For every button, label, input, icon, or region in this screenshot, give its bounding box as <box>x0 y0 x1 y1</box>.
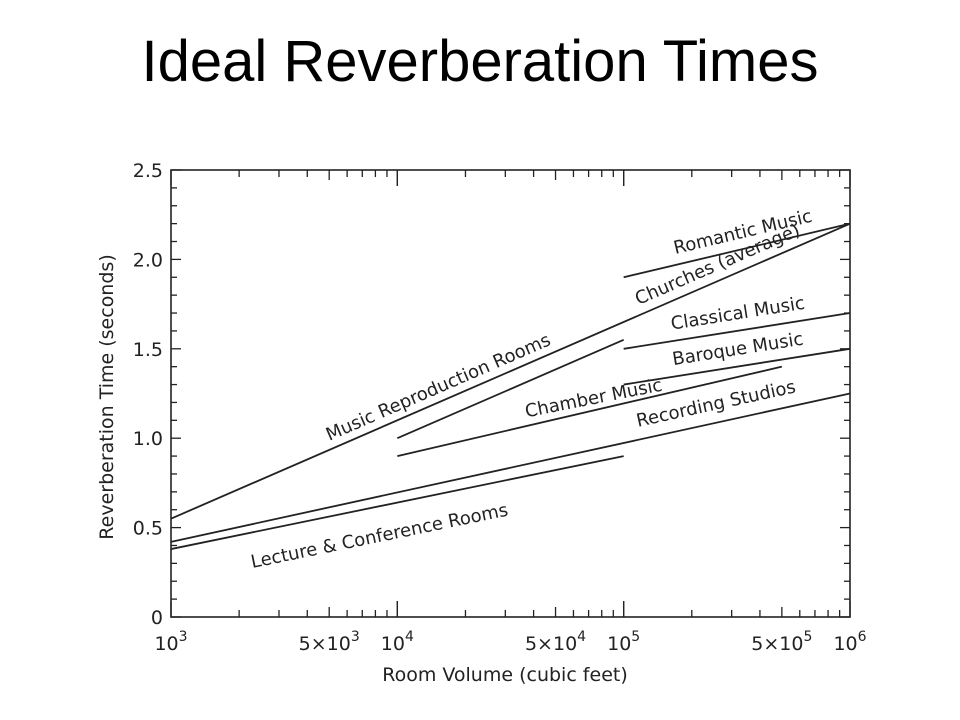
x-tick-label: 103 <box>154 629 187 655</box>
series-label: Lecture & Conference Rooms <box>249 500 510 573</box>
series-lines <box>170 222 851 550</box>
y-tick-label: 1.0 <box>133 428 163 450</box>
series-label: Baroque Music <box>671 329 805 370</box>
series-line <box>170 455 624 550</box>
series-line <box>397 365 783 457</box>
y-tick-label: 1.5 <box>133 339 163 361</box>
x-tick-label: 5×104 <box>525 629 586 655</box>
series-line <box>396 339 625 440</box>
series-line <box>623 312 851 350</box>
slide-title: Ideal Reverberation Times <box>141 29 819 94</box>
ticks: 0 0.5 1.0 1.5 2.0 2.5 103 5×103 104 5×104 105 5×105… <box>133 160 867 655</box>
y-tick-label: 0 <box>151 607 163 629</box>
x-tick-label: 5×105 <box>751 629 812 655</box>
y-tick-label: 2.5 <box>133 160 163 182</box>
y-tick-label: 2.0 <box>133 249 163 271</box>
series-label: Classical Music <box>669 293 806 335</box>
x-axis-label: Room Volume (cubic feet) <box>382 664 628 686</box>
y-axis-label: Reverberation Time (seconds) <box>96 254 118 539</box>
x-tick-label: 105 <box>607 629 640 655</box>
series-line <box>623 222 851 279</box>
y-tick-label: 0.5 <box>133 518 163 540</box>
series-line <box>170 392 851 543</box>
x-tick-label: 106 <box>833 629 866 655</box>
x-tick-label: 5×103 <box>299 629 360 655</box>
series-line <box>623 347 851 386</box>
x-tick-label: 104 <box>381 629 414 655</box>
series-line <box>170 222 851 520</box>
